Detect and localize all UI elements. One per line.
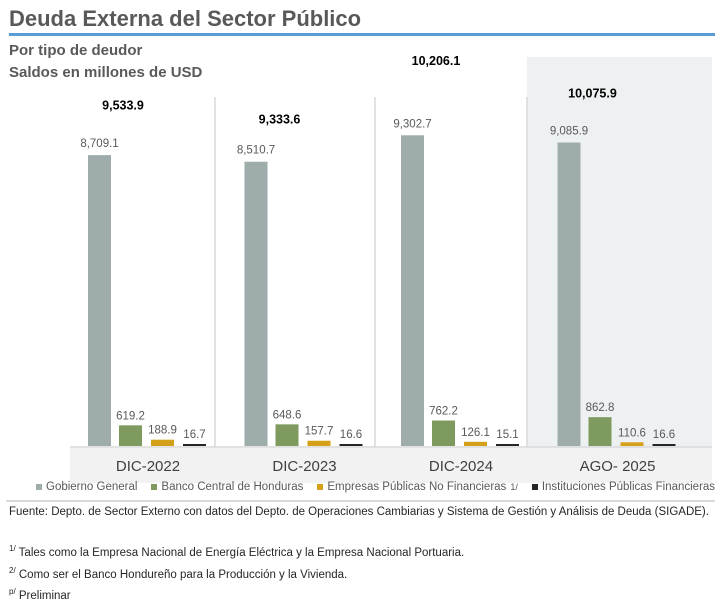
subtitle-debtor: Por tipo de deudor xyxy=(9,42,143,59)
bar-2-2 xyxy=(464,441,487,446)
bar-1-1 xyxy=(275,424,299,446)
category-label: DIC-2022 xyxy=(116,458,180,475)
highlight-panel xyxy=(527,57,712,448)
category-label: DIC-2024 xyxy=(429,458,493,475)
data-label: 157.7 xyxy=(305,426,334,438)
footnote-1: 1/ Tales como la Empresa Nacional de Ene… xyxy=(9,544,465,559)
bar-3-2 xyxy=(496,444,519,446)
total-label: 9,533.9 xyxy=(102,99,144,113)
legend-footnote-mark: 1/ xyxy=(510,482,518,492)
bar-0-2 xyxy=(401,135,424,446)
legend-swatch xyxy=(317,484,324,490)
subtitle-units: Saldos en millones de USD xyxy=(9,64,203,81)
data-label: 110.6 xyxy=(618,427,646,439)
bar-0-0 xyxy=(88,155,111,446)
data-label: 862.8 xyxy=(586,402,615,414)
data-label: 762.2 xyxy=(429,406,458,418)
source-note: Fuente: Depto. de Sector Externo con dat… xyxy=(9,506,709,518)
data-label: 16.6 xyxy=(340,429,362,441)
total-label: 9,333.6 xyxy=(259,112,301,126)
footnote-2: 2/ Como ser el Banco Hondureño para la P… xyxy=(9,566,348,581)
data-label: 9,302.7 xyxy=(393,118,431,130)
bar-3-3 xyxy=(652,444,676,446)
data-label: 9,085.9 xyxy=(550,126,588,138)
bar-3-0 xyxy=(183,444,206,446)
legend-label: Gobierno General xyxy=(46,481,138,493)
data-label: 188.9 xyxy=(148,425,177,437)
bar-3-1 xyxy=(339,444,363,446)
category-band xyxy=(70,448,712,483)
data-label: 648.6 xyxy=(273,409,302,421)
title-underline xyxy=(9,33,715,36)
legend-item: Gobierno General xyxy=(36,481,137,493)
legend-item: Empresas Públicas No Financieras 1/ xyxy=(317,481,518,493)
data-label: 15.1 xyxy=(496,429,518,441)
bar-1-3 xyxy=(588,417,612,446)
data-label: 126.1 xyxy=(461,427,490,439)
data-label: 8,510.7 xyxy=(237,145,275,157)
category-label: AGO- 2025 xyxy=(580,458,656,475)
total-label: 10,206.1 xyxy=(412,54,461,68)
data-label: 16.7 xyxy=(183,429,205,441)
divider xyxy=(6,500,715,502)
category-label: DIC-2023 xyxy=(272,458,336,475)
footnote-preliminary: p/ Preliminar xyxy=(9,587,71,602)
legend: Gobierno General Banco Central de Hondura… xyxy=(36,481,715,493)
total-label: 10,075.9 xyxy=(568,86,617,100)
legend-item: Instituciones Públicas Financieras2/ xyxy=(531,481,715,493)
legend-item: Banco Central de Honduras xyxy=(151,481,303,493)
legend-label: Banco Central de Honduras xyxy=(161,481,304,493)
bar-2-1 xyxy=(307,440,331,446)
legend-label: Instituciones Públicas Financieras xyxy=(541,481,715,493)
bar-0-1 xyxy=(244,161,268,446)
bar-2-0 xyxy=(151,439,174,446)
bar-1-2 xyxy=(432,420,455,446)
bar-0-3 xyxy=(557,142,581,446)
data-label: 16.6 xyxy=(653,429,675,441)
data-label: 619.2 xyxy=(116,410,145,422)
data-label: 8,709.1 xyxy=(80,138,118,150)
legend-swatch xyxy=(531,484,538,490)
bar-2-3 xyxy=(620,442,644,446)
legend-swatch xyxy=(36,484,42,490)
chart-title: Deuda Externa del Sector Público xyxy=(9,6,362,31)
bar-1-0 xyxy=(119,425,142,446)
legend-swatch xyxy=(151,484,158,490)
legend-label: Empresas Públicas No Financieras xyxy=(327,481,507,493)
